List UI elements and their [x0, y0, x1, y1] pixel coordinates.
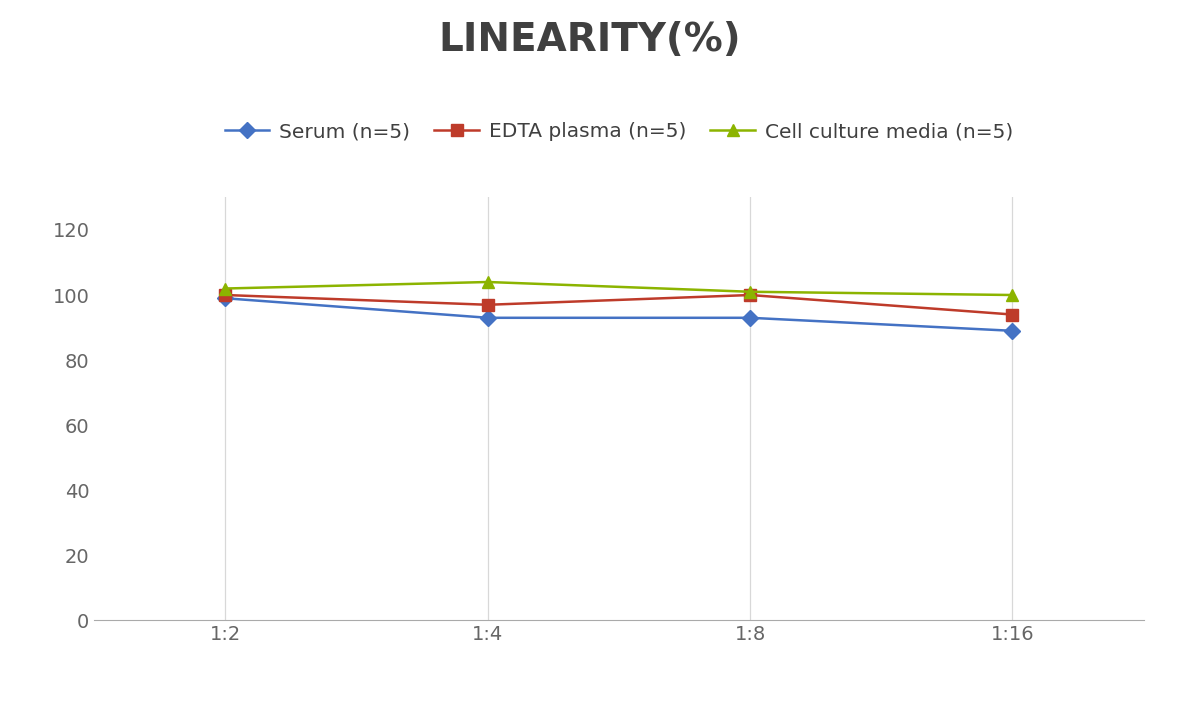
Serum (n=5): [1006, 326, 1020, 335]
EDTA plasma (n=5): [743, 290, 757, 299]
Cell culture media (n=5): [743, 288, 757, 296]
Line: Cell culture media (n=5): Cell culture media (n=5): [219, 276, 1019, 301]
Line: Serum (n=5): Serum (n=5): [220, 293, 1017, 336]
Cell culture media (n=5): [1006, 290, 1020, 299]
Serum (n=5): [481, 314, 495, 322]
EDTA plasma (n=5): [481, 300, 495, 309]
Serum (n=5): [218, 294, 232, 302]
Cell culture media (n=5): [481, 278, 495, 286]
Serum (n=5): [743, 314, 757, 322]
Line: EDTA plasma (n=5): EDTA plasma (n=5): [220, 290, 1017, 320]
Text: LINEARITY(%): LINEARITY(%): [439, 21, 740, 59]
EDTA plasma (n=5): [1006, 310, 1020, 319]
Legend: Serum (n=5), EDTA plasma (n=5), Cell culture media (n=5): Serum (n=5), EDTA plasma (n=5), Cell cul…: [217, 114, 1021, 149]
EDTA plasma (n=5): [218, 290, 232, 299]
Cell culture media (n=5): [218, 284, 232, 293]
